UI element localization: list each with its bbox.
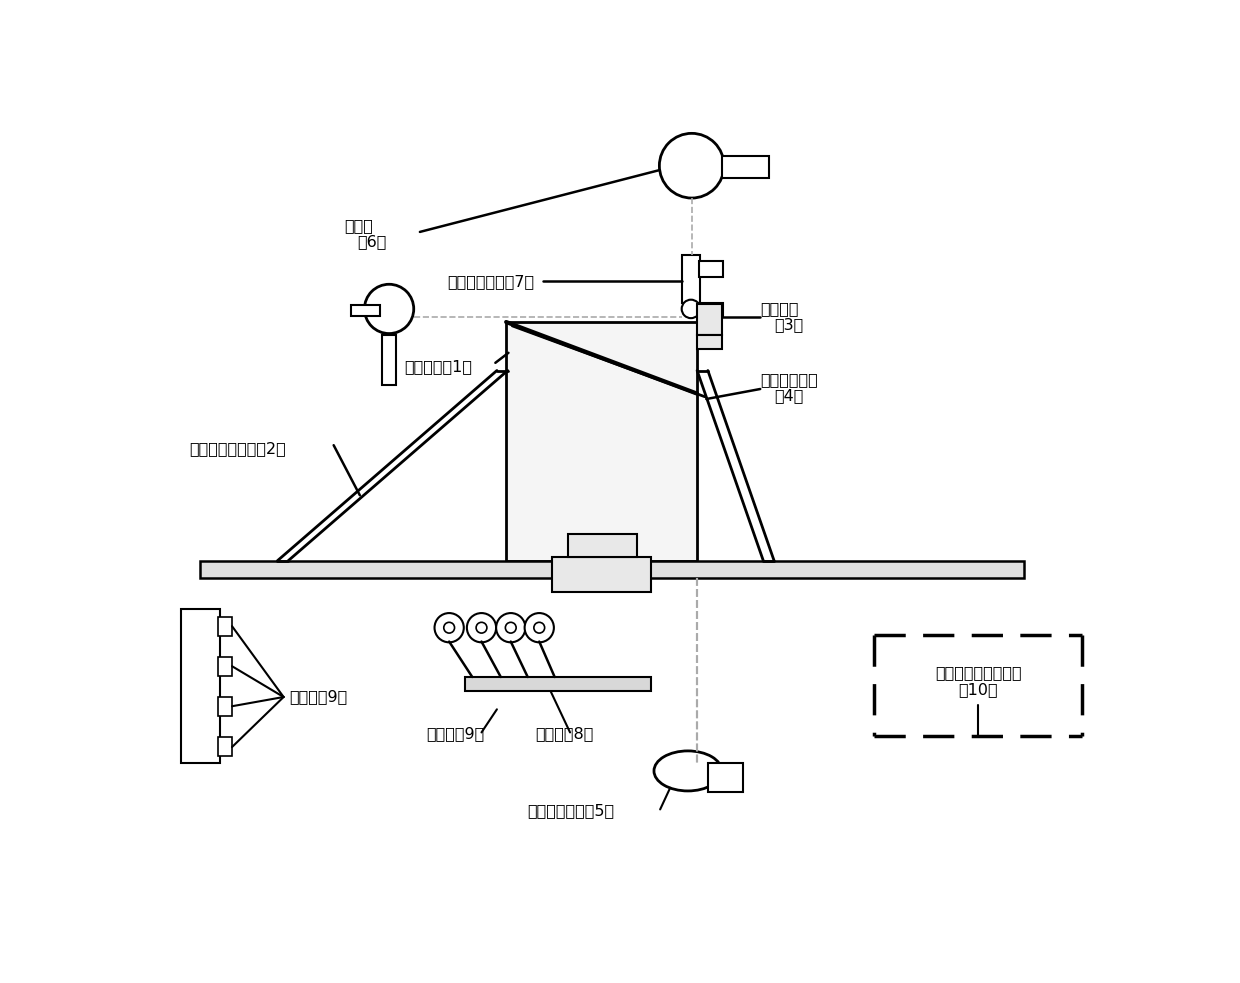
Bar (465, 677, 651, 691)
Circle shape (682, 300, 701, 318)
Bar (382, 335, 396, 385)
Text: 基准尺（8）: 基准尺（8） (536, 726, 594, 741)
Text: 摄影测量相机（5）: 摄影测量相机（5） (528, 803, 615, 819)
Bar (568, 534, 637, 556)
Circle shape (467, 613, 496, 642)
Text: （4）: （4） (774, 387, 804, 403)
Circle shape (660, 134, 724, 198)
Bar (218, 697, 232, 717)
Circle shape (476, 622, 487, 633)
Text: 星敏感器棱镜: 星敏感器棱镜 (760, 373, 818, 387)
Text: （3）: （3） (774, 317, 804, 332)
Circle shape (496, 613, 526, 642)
Bar (697, 335, 722, 349)
Circle shape (444, 622, 455, 633)
Circle shape (365, 284, 414, 333)
Circle shape (506, 622, 516, 633)
Text: 卫星本体（1）: 卫星本体（1） (404, 359, 472, 375)
Bar (699, 303, 723, 317)
Bar (218, 617, 232, 636)
Bar (218, 737, 232, 756)
Circle shape (525, 613, 554, 642)
Text: 光电自准直伪（7）: 光电自准直伪（7） (446, 273, 534, 289)
Text: （6）: （6） (357, 234, 386, 249)
Text: 星敏感器: 星敏感器 (760, 302, 799, 317)
Text: 相控阵雷达天线（2）: 相控阵雷达天线（2） (188, 441, 285, 456)
Bar (708, 763, 743, 792)
Bar (506, 322, 697, 560)
Bar (552, 556, 651, 592)
Bar (722, 156, 770, 178)
Bar (181, 609, 219, 763)
Text: 经纬伪: 经纬伪 (345, 218, 373, 233)
Text: 基准点（9）: 基准点（9） (427, 726, 485, 741)
Bar (699, 261, 723, 276)
Bar (697, 305, 722, 335)
Bar (201, 560, 1024, 578)
Bar (682, 255, 701, 303)
Text: 数据采集及处理系统: 数据采集及处理系统 (935, 665, 1022, 680)
Text: （10）: （10） (959, 682, 998, 697)
Bar (218, 657, 232, 676)
Text: 基准点（9）: 基准点（9） (289, 689, 347, 705)
Ellipse shape (653, 751, 722, 791)
Circle shape (434, 613, 464, 642)
Circle shape (534, 622, 544, 633)
Bar (351, 305, 379, 316)
